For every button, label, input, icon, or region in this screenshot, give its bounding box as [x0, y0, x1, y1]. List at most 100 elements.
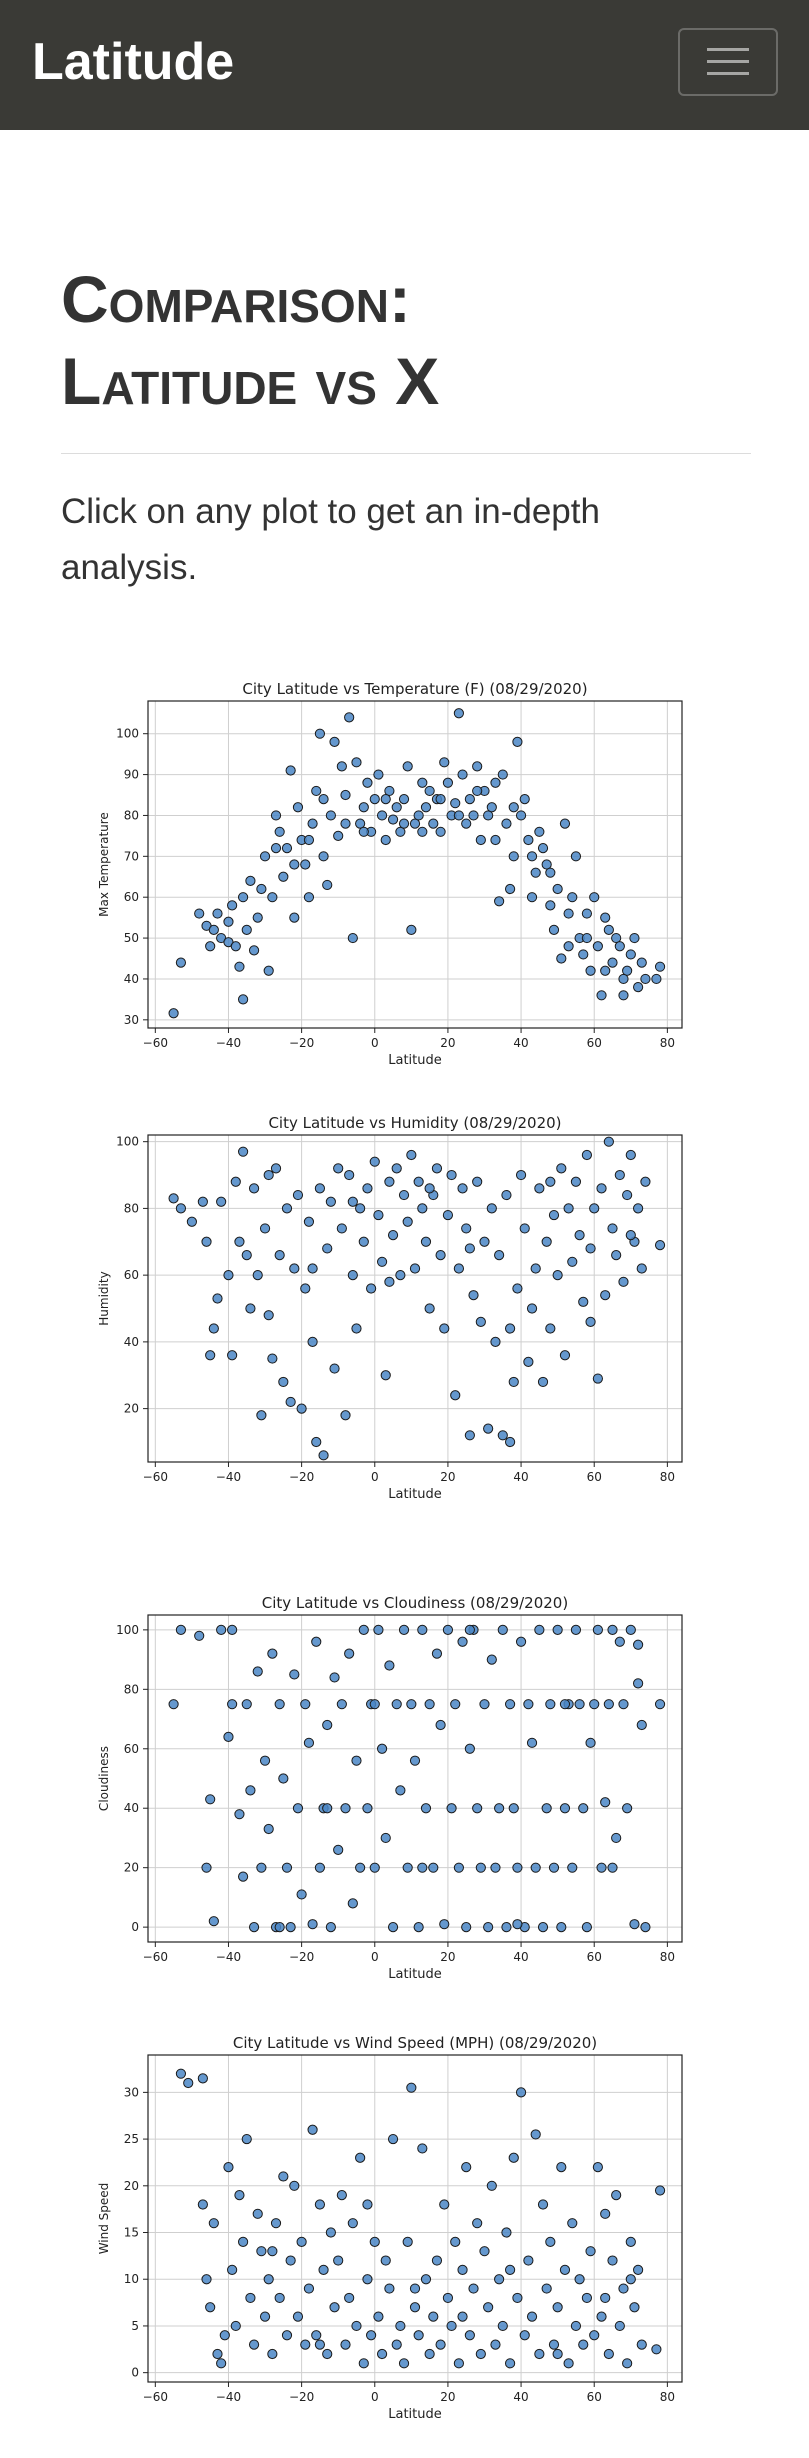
data-point: [442, 1209, 454, 1221]
data-point: [373, 1624, 384, 1635]
data-point: [625, 1149, 636, 1161]
x-tick-label: 40: [513, 1950, 528, 1964]
x-tick-label: −40: [216, 1470, 241, 1484]
data-point: [640, 1176, 651, 1187]
data-point: [369, 794, 380, 805]
data-point: [515, 810, 527, 821]
data-point: [248, 1922, 260, 1933]
data-point: [490, 1862, 501, 1873]
data-point: [281, 843, 293, 854]
data-point: [259, 1223, 271, 1234]
data-point: [585, 1737, 596, 1748]
data-point: [512, 736, 523, 747]
data-point: [596, 990, 607, 1001]
data-point: [479, 1236, 490, 1247]
data-point: [468, 2283, 479, 2294]
data-point: [311, 2330, 322, 2341]
data-point: [409, 1263, 421, 1274]
data-point: [409, 2283, 421, 2294]
y-tick-label: 100: [116, 1135, 139, 1149]
data-point: [464, 1624, 475, 1635]
x-tick-label: −60: [143, 1950, 168, 1964]
cloudiness-plot-link[interactable]: City Latitude vs Cloudiness (08/29/2020)…: [0, 1580, 809, 2000]
data-point: [296, 1889, 307, 1900]
data-point: [387, 814, 399, 825]
data-point: [618, 973, 629, 985]
data-point: [508, 802, 519, 813]
data-point: [589, 892, 600, 903]
data-point: [431, 2255, 443, 2266]
y-tick-label: 100: [116, 727, 139, 741]
y-tick-label: 50: [124, 931, 139, 945]
data-point: [508, 1803, 519, 1814]
navbar-toggler-button[interactable]: [678, 28, 778, 96]
data-point: [490, 2339, 501, 2350]
data-point: [534, 1183, 545, 1194]
data-point: [567, 2218, 578, 2229]
data-point: [325, 2227, 336, 2238]
data-point: [314, 728, 326, 739]
data-point: [358, 826, 369, 837]
data-point: [270, 1163, 282, 1174]
data-point: [504, 1436, 516, 1448]
data-point: [373, 1209, 384, 1221]
data-point: [263, 965, 274, 976]
data-point: [197, 2199, 208, 2210]
data-point: [559, 2264, 571, 2275]
y-tick-label: 30: [124, 1013, 139, 1027]
data-point: [285, 1396, 296, 1408]
data-point: [585, 2246, 596, 2257]
humidity-plot-link[interactable]: City Latitude vs Humidity (08/29/2020) −6…: [0, 1100, 809, 1520]
data-point: [508, 2152, 519, 2163]
y-tick-label: 90: [124, 768, 139, 782]
data-point: [307, 1336, 318, 1347]
data-point: [545, 1176, 556, 1187]
data-point: [289, 1669, 300, 1680]
data-point: [417, 1624, 428, 1635]
data-point: [351, 757, 362, 768]
data-point: [340, 1410, 351, 1421]
data-point: [618, 990, 629, 1001]
data-point: [508, 851, 519, 862]
data-point: [398, 794, 410, 805]
data-point: [603, 924, 614, 935]
data-point: [336, 1699, 347, 1710]
data-point: [589, 1699, 600, 1710]
plot-frame: [147, 1614, 683, 1943]
data-point: [552, 2302, 563, 2313]
data-point: [256, 1410, 267, 1421]
data-point: [325, 810, 336, 821]
data-point: [541, 2283, 552, 2294]
data-point: [417, 2143, 428, 2154]
plot-frame: [147, 2054, 683, 2383]
data-point: [530, 867, 541, 878]
data-point: [501, 1189, 512, 1201]
data-point: [175, 1203, 187, 1214]
page-title-line-2: Latitude vs X: [61, 344, 440, 418]
data-point: [376, 2348, 388, 2360]
temperature-plot-link[interactable]: City Latitude vs Temperature (F) (08/29/…: [0, 666, 809, 1086]
data-point: [578, 1296, 589, 1307]
data-point: [497, 2320, 508, 2332]
data-point: [486, 1203, 497, 1214]
data-point: [300, 1699, 311, 1710]
data-point: [409, 1755, 421, 1766]
x-axis-label: Latitude: [388, 1053, 442, 1068]
data-point: [413, 1922, 424, 1933]
data-point: [197, 2073, 208, 2084]
data-point: [241, 2133, 252, 2145]
data-point: [340, 1803, 351, 1814]
data-point: [552, 883, 563, 895]
data-point: [600, 2208, 611, 2219]
data-point: [201, 1862, 212, 1873]
y-tick-label: 80: [124, 808, 139, 822]
navbar-brand[interactable]: Latitude: [32, 33, 235, 91]
data-point: [420, 2274, 432, 2285]
wind-speed-plot-link[interactable]: City Latitude vs Wind Speed (MPH) (08/29…: [0, 2020, 809, 2440]
data-point: [457, 1183, 468, 1194]
data-point: [581, 908, 593, 919]
data-point: [545, 900, 556, 911]
data-point: [636, 1719, 647, 1731]
data-point: [431, 1163, 443, 1174]
y-tick-label: 100: [116, 1623, 139, 1637]
